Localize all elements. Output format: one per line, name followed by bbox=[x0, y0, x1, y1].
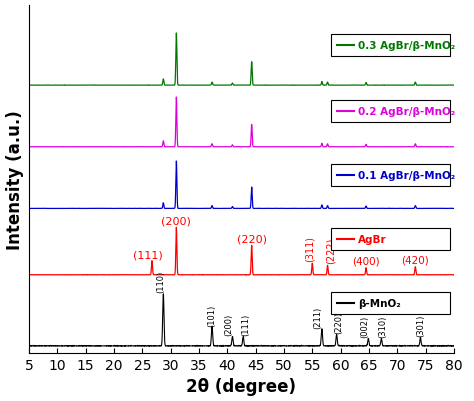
Text: (200): (200) bbox=[162, 216, 191, 226]
Bar bbox=[331, 101, 450, 123]
Text: (101): (101) bbox=[208, 304, 217, 326]
Y-axis label: Intensity (a.u.): Intensity (a.u.) bbox=[6, 109, 24, 249]
Text: 0.2 AgBr/β-MnO₂: 0.2 AgBr/β-MnO₂ bbox=[358, 107, 456, 117]
Bar bbox=[331, 229, 450, 250]
Text: (002): (002) bbox=[360, 315, 369, 338]
Text: (400): (400) bbox=[352, 256, 380, 266]
Text: (211): (211) bbox=[313, 306, 322, 328]
Text: 0.3 AgBr/β-MnO₂: 0.3 AgBr/β-MnO₂ bbox=[358, 41, 456, 51]
Text: (110): (110) bbox=[156, 270, 165, 293]
Text: (111): (111) bbox=[133, 250, 163, 260]
Text: (222): (222) bbox=[326, 237, 336, 263]
Text: (311): (311) bbox=[304, 235, 314, 261]
Bar bbox=[331, 165, 450, 186]
Text: (220): (220) bbox=[237, 235, 267, 244]
Text: (200): (200) bbox=[225, 313, 234, 335]
Text: (301): (301) bbox=[416, 314, 425, 336]
X-axis label: 2θ (degree): 2θ (degree) bbox=[186, 377, 296, 395]
Text: (420): (420) bbox=[401, 255, 429, 265]
Text: AgBr: AgBr bbox=[358, 235, 387, 245]
Text: (220): (220) bbox=[334, 311, 343, 333]
Bar bbox=[331, 35, 450, 57]
Text: (310): (310) bbox=[379, 315, 388, 338]
Text: (111): (111) bbox=[242, 313, 251, 335]
Text: 0.1 AgBr/β-MnO₂: 0.1 AgBr/β-MnO₂ bbox=[358, 171, 456, 181]
Bar bbox=[331, 293, 450, 314]
Text: β-MnO₂: β-MnO₂ bbox=[358, 298, 401, 308]
